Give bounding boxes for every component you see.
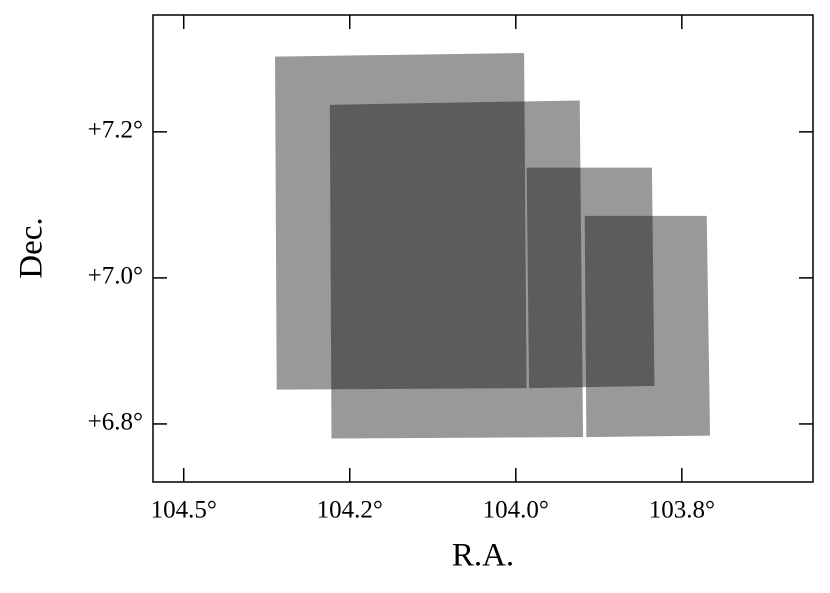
y-axis-label: Dec. [14,217,50,278]
footprint [275,52,527,390]
y-tick-label: +7.2° [88,117,143,144]
x-axis-label: R.A. [452,538,514,574]
y-tick-label: +7.0° [88,263,143,290]
footprint [526,167,655,389]
x-tick-label: 104.5° [151,497,217,524]
x-tick-label: 103.8° [649,497,715,524]
x-tick-label: 104.2° [317,497,383,524]
y-tick-label: +6.8° [88,409,143,436]
footprint [329,100,584,439]
plot-frame [152,14,814,483]
x-tick-label: 104.0° [483,497,549,524]
footprint [584,215,711,438]
